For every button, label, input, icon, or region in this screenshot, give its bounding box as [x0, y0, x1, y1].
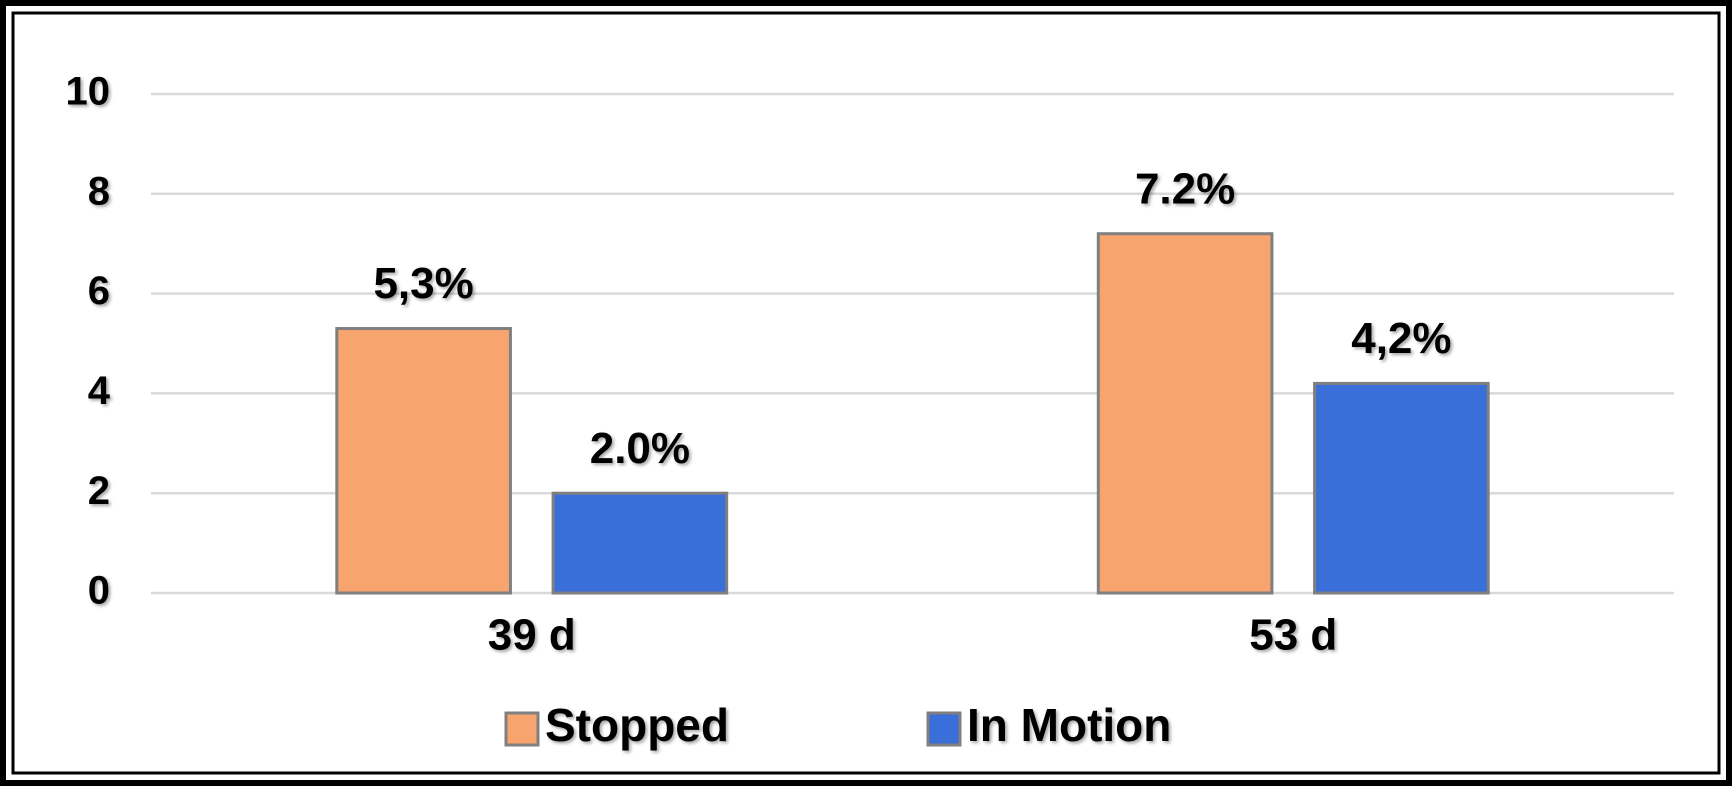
x-tick-label: 39 d — [488, 611, 576, 660]
y-tick-label: 10 — [66, 70, 111, 114]
bar — [551, 491, 729, 595]
value-label: 4,2% — [1351, 314, 1451, 363]
legend-label: In Motion — [967, 699, 1171, 751]
value-label: 2.0% — [590, 424, 690, 473]
inner-frame — [11, 11, 1721, 775]
bar — [335, 327, 512, 595]
x-tick-label: 53 d — [1249, 611, 1337, 660]
legend-label: Stopped — [545, 699, 729, 751]
y-tick-label: 0 — [88, 569, 110, 613]
y-tick-label: 6 — [88, 269, 110, 313]
legend-marker — [926, 711, 962, 747]
y-tick-label: 2 — [88, 469, 110, 513]
bar — [1096, 232, 1274, 595]
plot: 0 2 4 6 8 10 39 d 5,3% 2.0% 53 d 7.2% 4,2% Stopped In… — [66, 70, 1490, 751]
value-label: 7.2% — [1135, 164, 1235, 213]
bar — [1313, 381, 1490, 595]
value-label: 5,3% — [373, 259, 473, 308]
legend-marker — [504, 711, 540, 747]
y-tick-label: 8 — [88, 169, 110, 213]
y-tick-label: 4 — [88, 369, 111, 413]
